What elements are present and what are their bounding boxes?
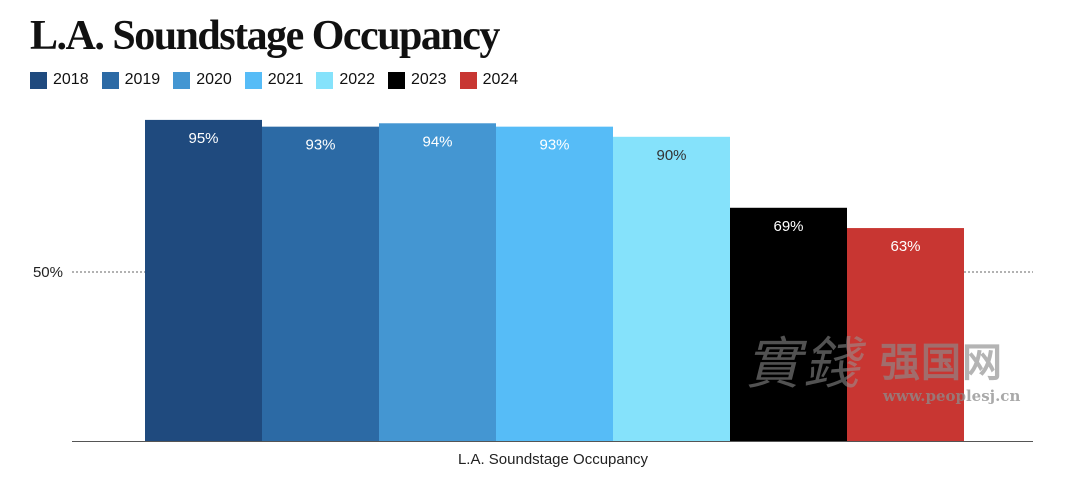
legend-label-2022: 2022 xyxy=(339,71,375,88)
watermark-site: 强国网 xyxy=(880,340,1003,386)
legend-item-2021: 2021 xyxy=(244,71,304,89)
legend-label-2024: 2024 xyxy=(482,71,519,88)
bar-2021 xyxy=(496,126,613,441)
legend-label-2021: 2021 xyxy=(267,71,304,88)
data-label-2024: 63% xyxy=(890,238,920,255)
bar-2024 xyxy=(847,228,964,441)
legend-swatch-2020 xyxy=(173,71,191,89)
watermark: 實錢 强国网 www.peoplesj.cn xyxy=(745,335,1035,415)
legend-item-2019: 2019 xyxy=(101,71,161,89)
legend-swatch-2019 xyxy=(101,71,119,89)
data-label-2020: 94% xyxy=(422,133,452,150)
chart-title: L.A. Soundstage Occupancy xyxy=(30,13,500,59)
legend-label-2020: 2020 xyxy=(196,71,232,88)
legend-swatch-2022 xyxy=(316,71,334,89)
legend-swatch-2018 xyxy=(30,71,47,89)
data-label-2019: 93% xyxy=(305,137,335,154)
legend-item-2023: 2023 xyxy=(387,71,447,89)
data-label-2018: 95% xyxy=(188,130,218,147)
reference-line-label: 50% xyxy=(33,264,63,281)
bar-2022 xyxy=(613,136,730,442)
bar-2018 xyxy=(145,119,262,442)
legend-item-2018: 2018 xyxy=(30,71,89,89)
data-label-2022: 90% xyxy=(656,147,686,164)
legend-item-2024: 2024 xyxy=(459,71,519,89)
bar-2020 xyxy=(379,123,496,441)
legend-swatch-2021 xyxy=(244,71,262,89)
watermark-url: www.peoplesj.cn xyxy=(883,387,1021,405)
legend: 2018 2019 2020 2021 2022 2023 2024 xyxy=(30,71,531,89)
legend-label-2023: 2023 xyxy=(410,71,447,88)
data-label-2023: 69% xyxy=(773,218,803,235)
bar-2023 xyxy=(730,207,847,441)
legend-label-2018: 2018 xyxy=(53,71,89,88)
legend-swatch-2024 xyxy=(459,71,477,89)
legend-item-2020: 2020 xyxy=(173,71,232,89)
data-label-2021: 93% xyxy=(539,137,569,154)
legend-item-2022: 2022 xyxy=(316,71,375,89)
x-axis-label: L.A. Soundstage Occupancy xyxy=(458,451,649,468)
bar-2019 xyxy=(262,126,379,441)
watermark-chars: 實錢 xyxy=(745,332,861,397)
legend-label-2019: 2019 xyxy=(124,71,161,88)
legend-swatch-2023 xyxy=(387,71,405,89)
